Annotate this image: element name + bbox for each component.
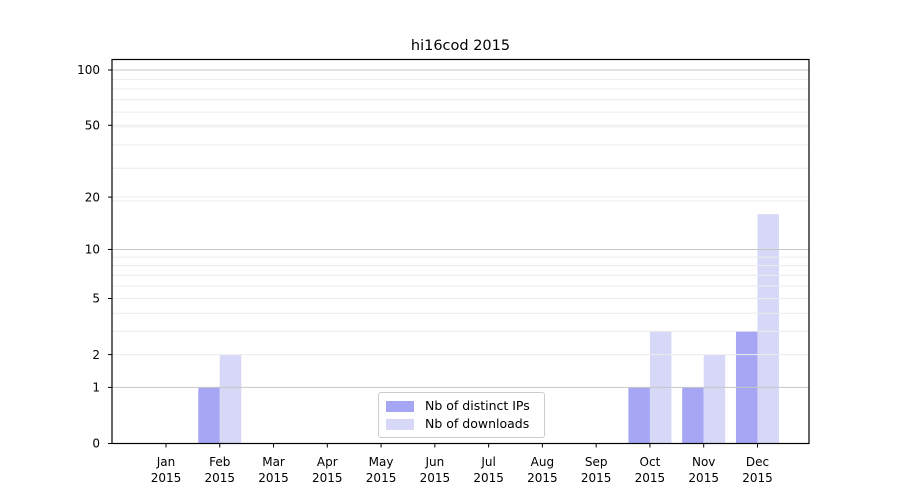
y-tick-label: 2: [92, 348, 100, 362]
x-tick-label-year: 2015: [204, 471, 235, 485]
x-tick-label-month: Oct: [640, 455, 661, 469]
x-tick-label-year: 2015: [581, 471, 612, 485]
x-tick-label-month: Apr: [317, 455, 338, 469]
y-tick-label: 100: [77, 63, 100, 77]
y-tick-label: 0: [92, 437, 100, 451]
bar-distinct-ips-nov: [682, 387, 704, 444]
x-tick-label-year: 2015: [420, 471, 451, 485]
y-tick-label: 1: [92, 381, 100, 395]
tick-labels-layer: 0 1 2 5 10 20 50 100 Jan 2015 Feb 2015 Mar 2015 Apr 201…: [77, 63, 773, 485]
legend-item-downloads: Nb of downloads: [386, 415, 535, 431]
legend-label-distinct-ips: Nb of distinct IPs: [425, 397, 530, 413]
legend-swatch-downloads: [386, 418, 414, 430]
legend-item-distinct-ips: Nb of distinct IPs: [386, 397, 535, 413]
axis-layer: [108, 58, 810, 448]
x-tick-label-year: 2015: [366, 471, 397, 485]
bar-distinct-ips-oct: [628, 387, 650, 444]
x-tick-label-year: 2015: [635, 471, 666, 485]
plot-frame: [111, 58, 810, 445]
x-tick-label-year: 2015: [312, 471, 343, 485]
chart-title: hi16cod 2015: [411, 38, 510, 54]
x-tick-label-month: Nov: [692, 455, 715, 469]
x-tick-label-month: Aug: [531, 455, 554, 469]
y-tick-label: 50: [85, 118, 100, 132]
x-tick-label-month: Jun: [424, 455, 444, 469]
bar-downloads-nov: [703, 354, 726, 444]
y-tick-label: 5: [92, 292, 100, 306]
x-tick-label-year: 2015: [527, 471, 558, 485]
y-tick-label: 10: [85, 243, 100, 257]
x-tick-label-year: 2015: [151, 471, 182, 485]
x-tick-label-year: 2015: [258, 471, 289, 485]
x-tick-label-month: Dec: [746, 455, 769, 469]
bar-distinct-ips-feb: [198, 387, 220, 444]
x-tick-label-year: 2015: [688, 471, 719, 485]
x-tick-label-year: 2015: [742, 471, 773, 485]
bar-downloads-dec: [757, 214, 779, 444]
y-tick-label: 20: [85, 190, 100, 204]
legend-label-downloads: Nb of downloads: [425, 415, 530, 431]
bar-downloads-feb: [219, 354, 242, 444]
legend: Nb of distinct IPs Nb of downloads: [378, 392, 545, 438]
x-tick-label-month: May: [369, 455, 394, 469]
x-tick-label-month: Jul: [480, 455, 495, 469]
x-tick-label-month: Jan: [156, 455, 176, 469]
grid-layer: [112, 69, 809, 388]
x-tick-label-month: Mar: [262, 455, 285, 469]
x-tick-label-month: Feb: [209, 455, 230, 469]
x-tick-label-month: Sep: [585, 455, 608, 469]
x-tick-label-year: 2015: [473, 471, 504, 485]
legend-swatch-distinct-ips: [386, 400, 414, 412]
